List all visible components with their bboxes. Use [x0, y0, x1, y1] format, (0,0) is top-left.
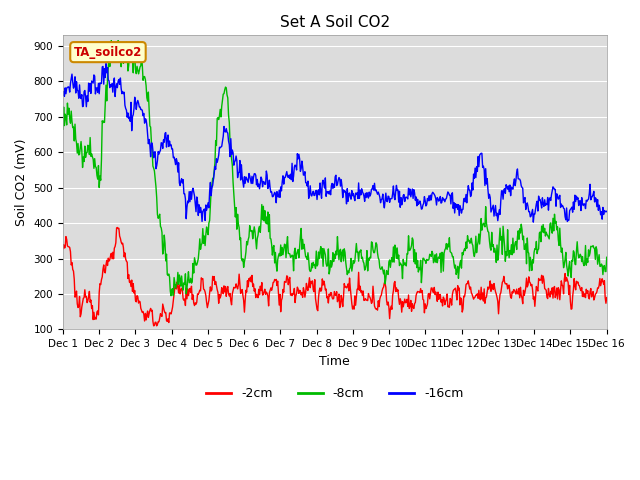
-16cm	[603, 208, 611, 214]
-16cm	[402, 194, 410, 200]
Text: TA_soilco2: TA_soilco2	[74, 46, 142, 59]
Line: -16cm: -16cm	[63, 64, 607, 222]
-8cm	[603, 254, 611, 260]
-16cm	[125, 115, 133, 120]
-2cm	[69, 266, 77, 272]
-8cm	[108, 38, 115, 44]
-2cm	[150, 323, 157, 329]
-2cm	[59, 246, 67, 252]
Line: -8cm: -8cm	[63, 41, 607, 296]
-8cm	[211, 168, 218, 173]
-8cm	[182, 271, 189, 276]
-16cm	[417, 206, 425, 212]
-2cm	[403, 299, 410, 305]
-2cm	[211, 274, 218, 279]
-8cm	[403, 263, 410, 269]
-2cm	[125, 279, 133, 285]
-8cm	[59, 126, 67, 132]
Title: Set A Soil CO2: Set A Soil CO2	[280, 15, 390, 30]
-2cm	[182, 302, 189, 308]
-16cm	[209, 177, 217, 183]
Line: -2cm: -2cm	[63, 228, 607, 326]
Y-axis label: Soil CO2 (mV): Soil CO2 (mV)	[15, 139, 28, 226]
-8cm	[125, 49, 133, 55]
-2cm	[419, 288, 426, 293]
-2cm	[603, 295, 611, 300]
-8cm	[419, 269, 426, 275]
-8cm	[167, 293, 175, 299]
-16cm	[529, 219, 537, 225]
-16cm	[102, 61, 110, 67]
-16cm	[181, 191, 189, 197]
X-axis label: Time: Time	[319, 355, 350, 368]
-16cm	[59, 93, 67, 98]
Legend: -2cm, -8cm, -16cm: -2cm, -8cm, -16cm	[201, 383, 468, 406]
-16cm	[69, 79, 77, 85]
-8cm	[69, 125, 77, 131]
-2cm	[113, 225, 121, 230]
